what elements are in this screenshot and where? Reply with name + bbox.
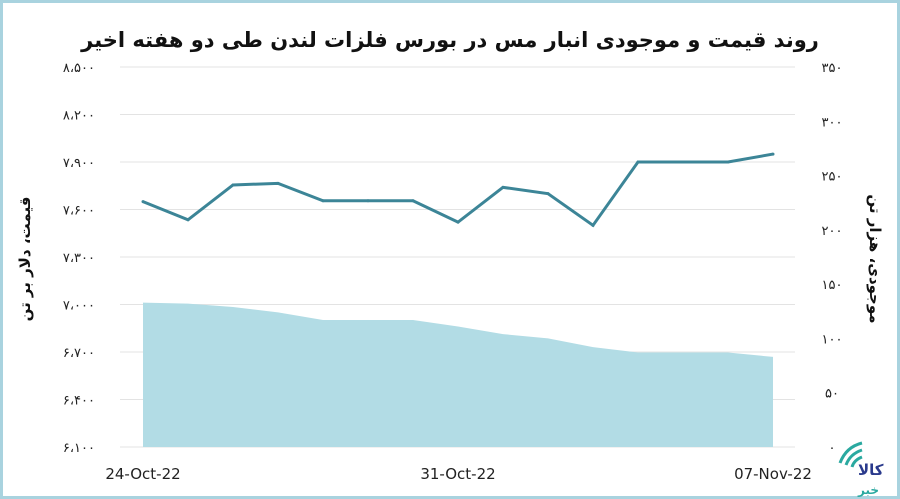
price-point [636,160,640,164]
price-point [456,220,460,224]
price-point [681,160,685,164]
price-point [186,218,190,222]
right-tick-label: ۳۰۰ [822,115,843,130]
left-tick-label: ۶،۴۰۰ [63,394,95,409]
price-point [231,183,235,187]
x-tick-label: 24-Oct-22 [105,465,180,483]
left-tick-label: ۸،۲۰۰ [63,109,95,124]
price-point [321,199,325,203]
left-tick-label: ۷،۹۰۰ [63,156,95,171]
right-tick-label: ۳۵۰ [822,61,843,76]
svg-text:کالا: کالا [858,461,884,479]
right-tick-label: ۲۰۰ [822,224,843,239]
x-tick-label: 31-Oct-22 [420,465,495,483]
price-point [276,181,280,185]
inventory-area [143,302,773,447]
left-tick-label: ۷،۰۰۰ [63,299,95,314]
right-tick-label: ۰ [829,441,836,456]
right-tick-label: ۱۵۰ [822,278,843,293]
left-tick-label: ۷،۶۰۰ [63,204,95,219]
left-tick-label: ۶،۷۰۰ [63,346,95,361]
chart-title: روند قیمت و موجودی انبار مس در بورس فلزا… [81,28,819,52]
left-tick-label: ۷،۳۰۰ [63,251,95,266]
x-tick-label: 07-Nov-22 [734,465,812,483]
svg-text:خبر: خبر [857,483,879,497]
price-point [366,199,370,203]
right-tick-label: ۱۰۰ [822,332,843,347]
left-tick-label: ۸،۵۰۰ [63,61,95,76]
right-tick-label: ۲۵۰ [822,170,843,185]
price-point [591,223,595,227]
right-tick-label: ۵۰ [825,387,839,402]
price-point [411,199,415,203]
price-point [141,200,145,204]
price-point [726,160,730,164]
price-line [142,152,774,228]
price-point [546,192,550,196]
logo: کالا خبر [838,441,884,497]
left-tick-label: ۶،۱۰۰ [63,441,95,456]
price-point [501,185,505,189]
price-point [771,152,775,156]
